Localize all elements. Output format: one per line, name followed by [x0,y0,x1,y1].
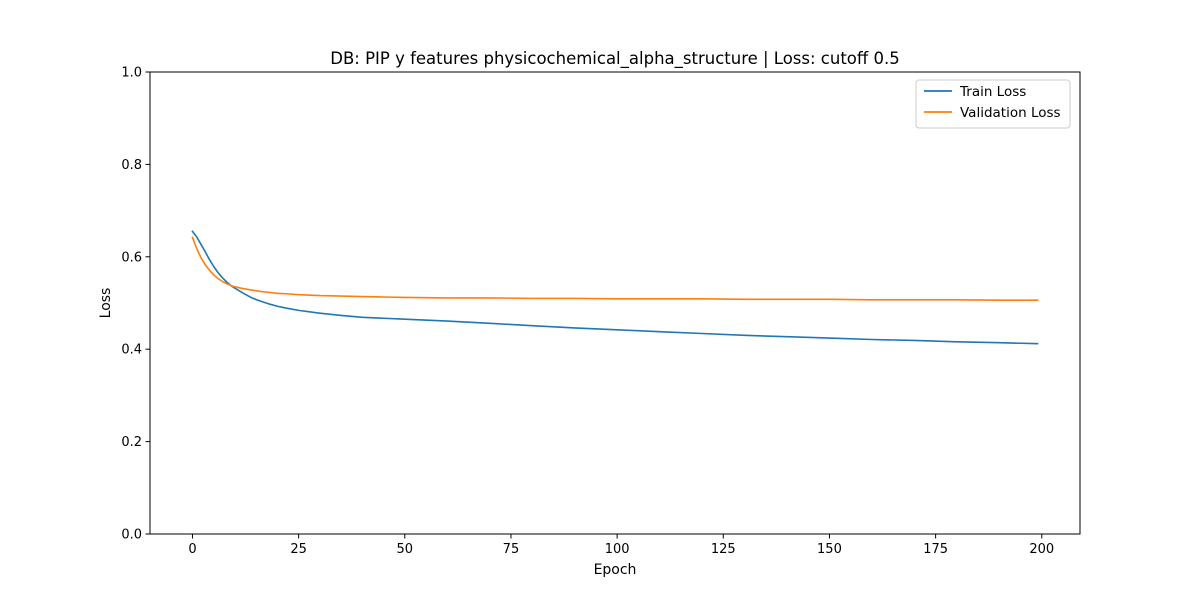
legend-label: Validation Loss [960,105,1061,121]
x-tick-label: 100 [605,542,630,557]
series-layer [191,230,1039,345]
x-axis-label: Epoch [594,562,637,578]
y-tick-label: 0.6 [121,250,142,265]
y-tick-label: 0.2 [121,435,142,450]
legend-box [915,79,1071,129]
x-tick-label: 175 [923,542,948,557]
series-line-validation-loss [191,236,1039,302]
chart-title: DB: PIP y features physicochemical_alpha… [330,49,900,69]
x-tick-label: 125 [711,542,736,557]
y-tick-label: 0.4 [121,343,142,358]
plot-area-frame [149,71,1081,535]
x-tick-label: 150 [817,542,842,557]
x-tick-label: 75 [503,542,520,557]
y-tick-label: 1.0 [121,66,142,81]
x-axis: 0 25 50 75 100 125 150 175 200 [188,534,1054,557]
x-tick-label: 25 [290,542,307,557]
x-tick-label: 0 [188,542,196,557]
series-line-train-loss [191,230,1039,345]
legend-label: Train Loss [959,84,1026,100]
y-tick-label: 0.0 [121,528,142,543]
x-tick-label: 50 [397,542,414,557]
y-axis-label: Loss [98,288,114,319]
y-tick-label: 0.8 [121,158,142,173]
x-tick-label: 200 [1029,542,1054,557]
y-axis: 0.0 0.2 0.4 0.6 0.8 1.0 [121,66,150,543]
legend: Train Loss Validation Loss [915,79,1071,129]
